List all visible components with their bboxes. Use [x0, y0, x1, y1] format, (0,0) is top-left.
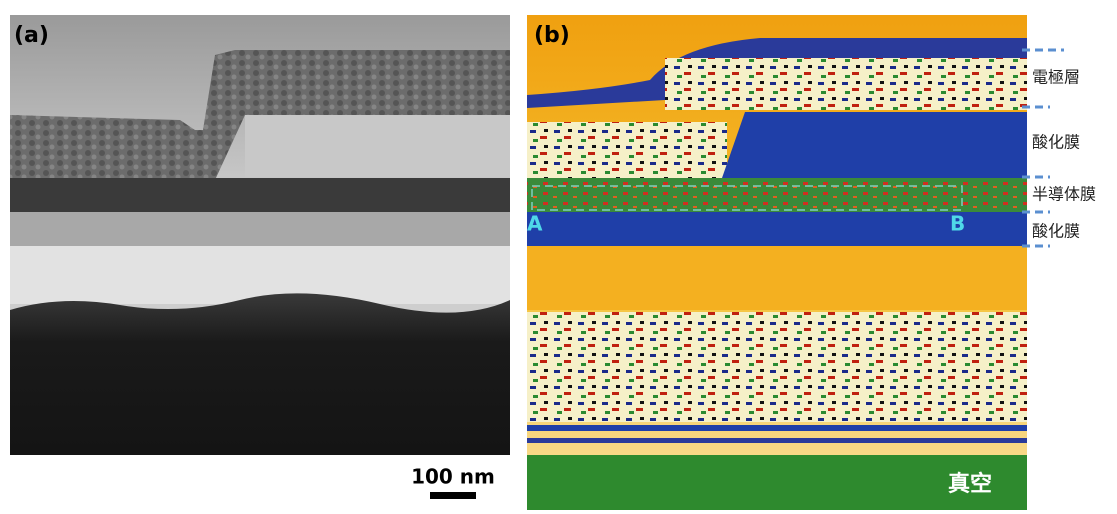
- layer-label: 酸化膜: [1032, 222, 1080, 241]
- region-label: 真空: [948, 471, 992, 497]
- panel-label: (b): [534, 23, 570, 48]
- layer-label: 半導体膜: [1032, 185, 1096, 204]
- scale-bar-label: 100 nm: [411, 465, 495, 489]
- layer-label: 酸化膜: [1032, 133, 1080, 152]
- panel-a-image: [10, 15, 510, 499]
- figure: (a) 100 nm (b) A B 真空 電極層 酸化膜 半導体膜 酸化膜: [0, 0, 1117, 510]
- point-label: A: [527, 212, 543, 236]
- panel-label: (a): [14, 23, 49, 48]
- point-label: B: [950, 212, 965, 236]
- panel-b-image: [527, 15, 1027, 510]
- layer-label: 電極層: [1032, 68, 1080, 87]
